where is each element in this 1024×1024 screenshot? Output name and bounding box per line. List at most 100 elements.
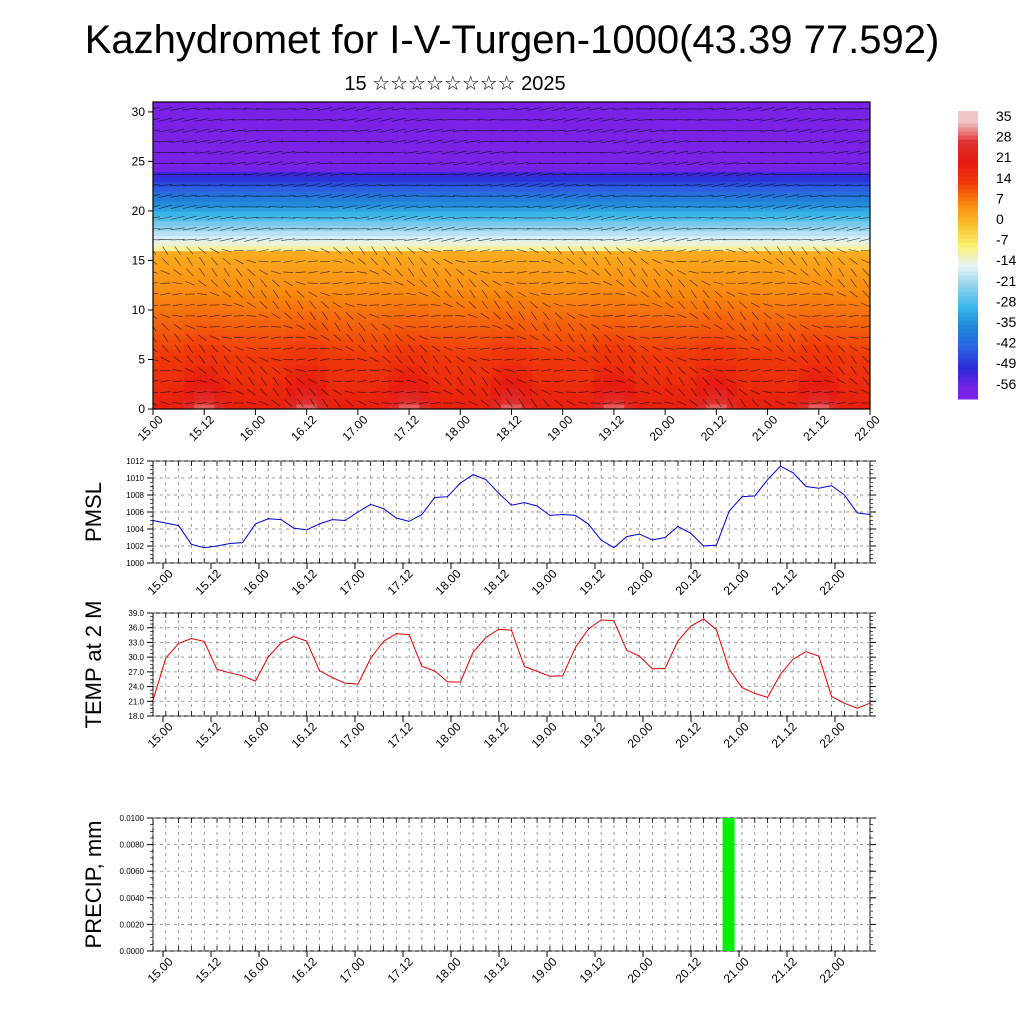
x-tick-label: 18.12 [481,954,512,985]
colorbar-swatch [958,386,978,392]
colorbar-swatch [958,160,978,165]
y-tick-label: 1004 [126,525,144,534]
y-tick-label: 1008 [126,491,144,500]
x-tick-label: 17.12 [385,719,416,750]
y-tick-label: 25 [132,154,146,168]
x-tick-label: 15.12 [186,412,217,443]
y-axis-title: PRECIP, mm [81,821,106,949]
colorbar-swatch [958,131,978,137]
colorbar-swatch [958,329,978,334]
colorbar-label: 21 [996,149,1012,165]
y-tick-label: 24.0 [128,683,144,692]
colorbar-swatch [958,366,978,371]
colorbar-swatch [958,378,978,384]
colorbar-swatch [958,176,978,182]
precip-panel: 0.0000 0.0020 0.0040 0.0060 0.0080 0.0100 PREC… [81,814,876,986]
colorbar-swatch [958,205,978,211]
colorbar-swatch [958,148,978,153]
colorbar-swatch [958,226,978,231]
y-tick-label: 30.0 [128,653,144,662]
y-tick-label: 0.0000 [120,947,145,956]
colorbar-swatch [958,287,978,293]
y-tick-label: 1010 [126,474,144,483]
colorbar-swatch [958,312,978,318]
colorbar-label: 14 [996,170,1012,186]
colorbar-swatch [958,242,978,248]
x-tick-label: 19.00 [529,566,560,597]
y-tick-label: 0.0060 [120,867,145,876]
colorbar-swatch [958,180,978,186]
x-tick-label: 21.00 [749,412,780,443]
y-tick-label: 30 [132,105,146,119]
x-tick-label: 16.12 [289,954,320,985]
x-tick-label: 21.12 [800,412,831,443]
colorbar-swatch [958,337,978,342]
x-tick-label: 21.00 [721,566,752,597]
colorbar-swatch [958,394,978,400]
y-tick-label: 36.0 [128,624,144,633]
x-tick-label: 17.00 [337,954,368,985]
y-tick-label: 5 [138,352,145,366]
colorbar-swatch [958,234,978,240]
colorbar-swatch [958,152,978,157]
x-tick-label: 22.00 [817,566,848,597]
wind-vectors [153,106,870,408]
colorbar-label: -21 [996,273,1016,289]
x-tick-label: 22.00 [852,412,883,443]
colorbar-swatch [958,143,978,149]
colorbar-swatch [958,115,978,120]
colorbar-swatch [958,172,978,178]
x-tick-label: 15.12 [193,954,224,985]
colorbar-swatch [958,349,978,355]
y-tick-label: 0.0100 [120,814,145,823]
colorbar-swatch [958,271,978,277]
x-tick-label: 20.12 [698,412,729,443]
x-tick-label: 15.12 [193,566,224,597]
x-tick-label: 18.00 [433,719,464,750]
colorbar-swatch [958,316,978,322]
x-tick-label: 21.00 [721,719,752,750]
colorbar-swatch [958,361,978,367]
cross-section-panel: 0 5 10 15 20 25 30 15.00 15.12 16.00 16.12 17.00 17.… [132,101,883,444]
colorbar-swatch [958,345,978,351]
x-tick-label: 16.00 [241,719,272,750]
x-tick-label: 17.00 [339,412,370,443]
x-tick-label: 16.12 [288,412,319,443]
chart-title: Kazhydromet for I-V-Turgen-1000(43.39 77… [84,18,940,62]
y-tick-label: 10 [132,303,146,317]
colorbar-label: 28 [996,129,1012,145]
x-tick-label: 18.12 [493,412,524,443]
colorbar-swatch [958,259,978,264]
colorbar: 35 28 21 14 7 0 -7 -14 -21 -28 -35 -42 -49 -56 [958,108,1016,400]
y-tick-label: 27.0 [128,668,144,677]
x-tick-label: 17.12 [385,954,416,985]
temp-panel: 18.0 21.0 24.0 27.0 30.0 33.0 36.0 39.0 TEMP at … [81,601,876,751]
colorbar-label: 7 [996,190,1004,206]
colorbar-label: -7 [996,232,1009,248]
x-tick-label: 19.00 [529,954,560,985]
colorbar-swatch [958,111,978,116]
colorbar-swatch [958,390,978,396]
x-tick-label: 17.12 [385,566,416,597]
x-tick-label: 20.00 [647,412,678,443]
x-tick-label: 19.00 [529,719,560,750]
x-tick-label: 18.12 [481,566,512,597]
x-tick-label: 22.00 [817,954,848,985]
y-tick-label: 1002 [126,542,144,551]
colorbar-swatch [958,353,978,359]
precip-bar [722,818,735,951]
x-tick-label: 21.12 [769,566,800,597]
colorbar-swatch [958,279,978,285]
colorbar-label: -56 [996,376,1016,392]
colorbar-swatch [958,275,978,281]
colorbar-swatch [958,267,978,272]
colorbar-swatch [958,217,978,223]
colorbar-swatch [958,250,978,256]
colorbar-swatch [958,341,978,347]
x-tick-label: 20.00 [625,954,656,985]
y-tick-label: 33.0 [128,638,144,647]
x-tick-label: 15.00 [145,719,176,750]
colorbar-swatch [958,320,978,326]
x-tick-label: 15.00 [145,954,176,985]
